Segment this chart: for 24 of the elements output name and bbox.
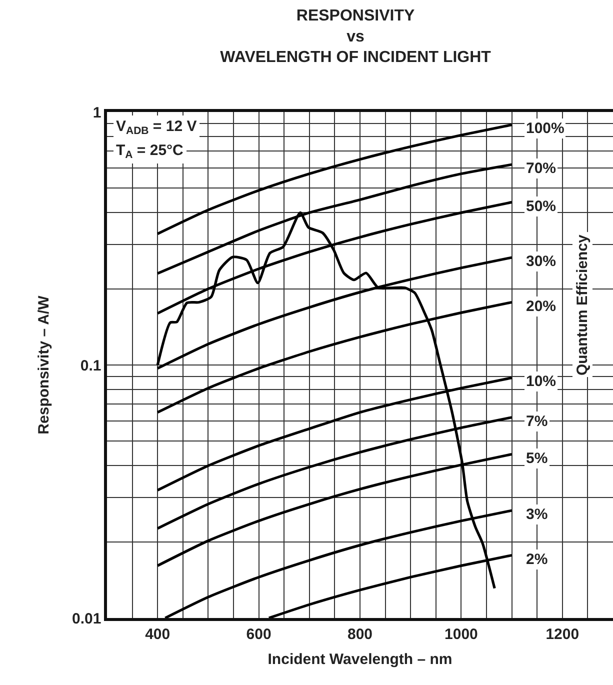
y-tick-label: 1	[92, 104, 102, 122]
series-label: 3%	[526, 506, 548, 523]
x-tick-label: 800	[347, 626, 373, 643]
annotation: T$_{A}$ = 25°C	[116, 142, 184, 162]
y2-axis-title: Quantum Efficiency	[574, 234, 591, 376]
series-label: 100%	[526, 120, 564, 137]
x-axis-title: Incident Wavelength – nm	[268, 650, 452, 668]
series-label: 20%	[526, 298, 556, 315]
y-tick-label: 0.01	[72, 610, 102, 628]
series-label: 10%	[526, 373, 556, 390]
x-tick-label: 400	[145, 626, 170, 643]
y-axis-title: Responsivity – A/W	[35, 294, 52, 434]
annotation: V$_{ADB}$ = 12 V	[116, 118, 197, 138]
chart-title: RESPONSIVITY vs WAVELENGTH OF INCIDENT LIGHT	[220, 8, 492, 66]
series-label: 50%	[526, 198, 556, 215]
series-label: 30%	[526, 253, 556, 270]
series-label: 2%	[526, 551, 548, 568]
series-label: 5%	[526, 450, 548, 467]
x-tick-label: 1200	[546, 626, 580, 643]
x-tick-label: 600	[246, 626, 272, 643]
x-tick-label: 1000	[444, 626, 478, 643]
series-label: 70%	[526, 160, 556, 177]
y-tick-label: 0.1	[80, 357, 102, 374]
series-label: 7%	[526, 413, 548, 430]
